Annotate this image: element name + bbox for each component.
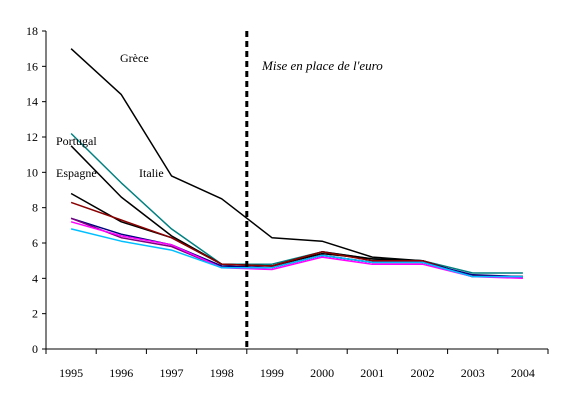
- x-tick-label: 2003: [461, 366, 485, 380]
- series-line-3: [70, 192, 523, 278]
- euro-annotation: Mise en place de l'euro: [261, 58, 383, 73]
- x-tick-label: 2004: [511, 366, 535, 380]
- y-tick-label: 10: [26, 165, 38, 179]
- series-labels: Grèce Portugal Italie Espagne: [56, 51, 164, 180]
- series-line-7: [70, 221, 523, 280]
- series-label: Espagne: [56, 166, 97, 180]
- series-label: Portugal: [56, 134, 97, 148]
- x-tick-label: 2001: [360, 366, 384, 380]
- series-label: Grèce: [120, 51, 149, 65]
- y-tick-label: 8: [32, 201, 38, 215]
- series-line-0: [70, 48, 523, 278]
- y-tick-label: 0: [32, 342, 38, 356]
- y-tick-label: 6: [32, 236, 38, 250]
- series-line-1: [70, 132, 523, 274]
- y-axis: 0 2 4 6 8 10 12 14 16 18: [26, 24, 47, 356]
- x-tick-label: 1997: [160, 366, 184, 380]
- y-tick-label: 2: [32, 307, 38, 321]
- x-tick-label: 1996: [109, 366, 133, 380]
- series-label: Italie: [139, 166, 164, 180]
- x-axis: 1995 1996 1997 1998 1999 2000 2001 2002 2003 2004: [45, 348, 549, 380]
- x-tick-label: 1999: [260, 366, 284, 380]
- x-tick-label: 2002: [411, 366, 435, 380]
- y-tick-label: 12: [26, 130, 38, 144]
- x-tick-label: 1998: [210, 366, 234, 380]
- series-line-8: [70, 228, 523, 278]
- x-tick-label: 1995: [59, 366, 83, 380]
- y-tick-label: 14: [26, 95, 38, 109]
- y-tick-label: 18: [26, 24, 38, 38]
- y-tick-label: 16: [26, 59, 38, 73]
- y-tick-label: 4: [32, 271, 38, 285]
- series-lines: [70, 48, 523, 280]
- x-tick-label: 2000: [310, 366, 334, 380]
